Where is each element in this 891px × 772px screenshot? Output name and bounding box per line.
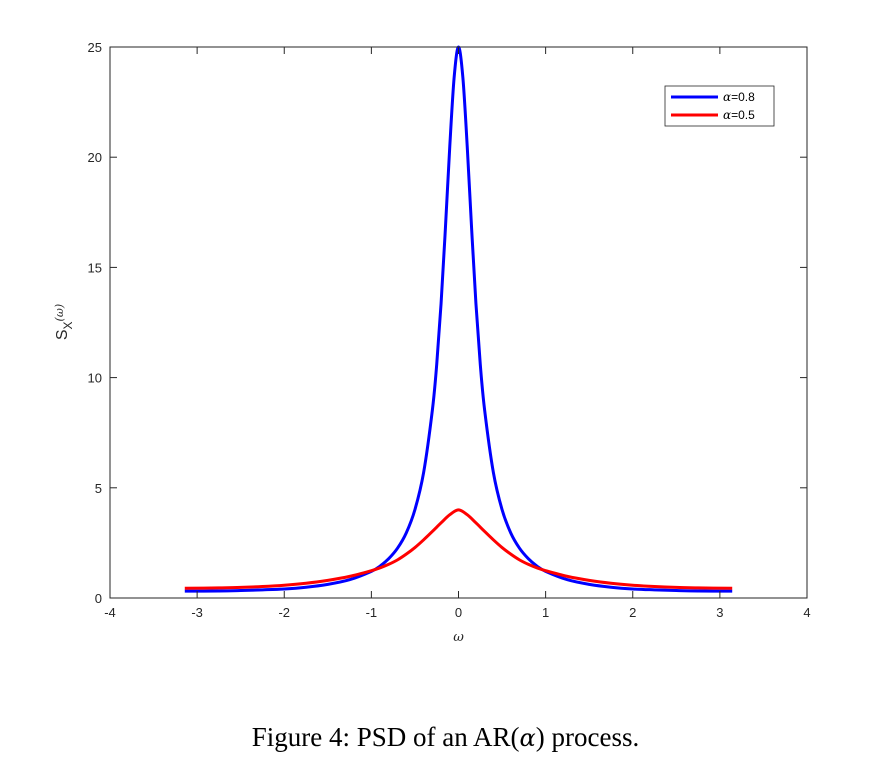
legend-label-alpha-0-8: α=0.8 [723, 90, 755, 104]
x-tick-label: 0 [455, 605, 462, 620]
x-tick-label: -3 [191, 605, 203, 620]
psd-chart: -4 -3 -2 -1 0 1 2 3 4 0 5 10 15 20 25 ω SX(ω) α=0.8 α=… [53, 40, 811, 645]
y-tick-label: 15 [88, 260, 102, 275]
legend-value-alpha-0-8: =0.8 [731, 90, 755, 104]
caption-suffix: ) process. [535, 722, 640, 752]
figure-caption: Figure 4: PSD of an AR(α) process. [0, 722, 891, 753]
series-line-alpha-0-5 [184, 508, 733, 590]
y-tick-label: 0 [95, 591, 102, 606]
legend-label-alpha-0-5: α=0.5 [723, 108, 755, 122]
y-tick-label: 20 [88, 150, 102, 165]
x-tick-label: -2 [278, 605, 290, 620]
x-tick-label: 2 [629, 605, 636, 620]
x-tick-label: -4 [104, 605, 116, 620]
x-tick-label: -1 [366, 605, 378, 620]
y-axis-label-argument: (ω) [53, 304, 66, 322]
x-tick-label: 4 [803, 605, 810, 620]
legend: α=0.8 α=0.5 [664, 85, 775, 127]
x-axis-label: ω [453, 630, 464, 645]
x-tick-label: 1 [542, 605, 549, 620]
y-axis-label-subscript: X [61, 321, 75, 329]
caption-prefix: Figure 4: PSD of an AR( [251, 722, 520, 752]
tick-labels-layer: -4 -3 -2 -1 0 1 2 3 4 0 5 10 15 20 25 [88, 40, 811, 620]
ticks-layer [109, 46, 808, 599]
x-tick-label: 3 [716, 605, 723, 620]
y-tick-label: 10 [88, 371, 102, 386]
y-tick-label: 25 [88, 40, 102, 55]
axes-background [110, 47, 807, 598]
caption-symbol: α [519, 724, 536, 752]
y-axis-label: SX(ω) [53, 304, 75, 340]
y-axis-label-main: S [54, 329, 71, 340]
legend-box [664, 85, 775, 127]
legend-value-alpha-0-5: =0.5 [731, 108, 755, 122]
legend-symbol-alpha-0-5: α [723, 108, 731, 122]
y-tick-label: 5 [95, 481, 102, 496]
axes-box [109, 46, 808, 599]
legend-symbol-alpha-0-8: α [723, 90, 731, 104]
